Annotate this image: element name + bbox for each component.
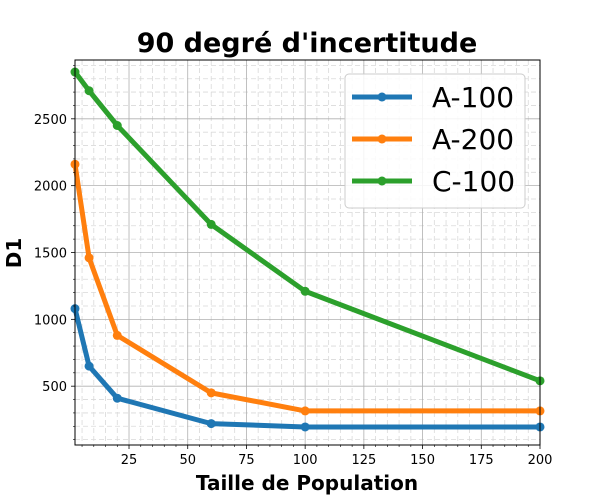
x-tick-label: 200	[528, 453, 553, 468]
y-tick-label: 1000	[34, 313, 67, 328]
x-tick-label: 25	[121, 453, 138, 468]
data-point-A-100	[206, 419, 216, 429]
y-tick-label: 500	[42, 380, 67, 395]
series-line-A-200	[72, 163, 540, 414]
data-point-A-200	[112, 330, 122, 340]
y-tick-label: 2500	[34, 113, 67, 128]
x-tick-label: 150	[410, 453, 435, 468]
y-tick-label: 2000	[34, 180, 67, 195]
series-layer	[70, 67, 545, 432]
data-point-A-100	[84, 361, 94, 371]
data-point-C-100	[300, 286, 310, 296]
data-point-A-100	[112, 393, 122, 403]
legend-marker-A-200	[377, 134, 387, 144]
data-point-A-100	[300, 422, 310, 432]
x-axis-label: Taille de Population	[196, 471, 418, 495]
legend-label-A-200: A-200	[432, 123, 514, 156]
legend-marker-C-100	[377, 176, 387, 186]
x-tick-label: 75	[238, 453, 255, 468]
data-point-C-100	[206, 219, 216, 229]
x-tick-label: 175	[469, 453, 494, 468]
legend-label-C-100: C-100	[432, 165, 515, 198]
legend: A-100 A-200 C-100	[344, 73, 526, 209]
data-point-A-200	[300, 406, 310, 416]
legend-label-A-100: A-100	[432, 81, 514, 114]
x-tick-label: 125	[351, 453, 376, 468]
legend-box	[344, 73, 526, 209]
y-axis-label: D1	[2, 238, 26, 269]
ticks-layer: 25 50 75 100 125 150 175 200 500 1000 1500 2000 2500	[34, 65, 553, 468]
series-line-A-100	[72, 308, 540, 430]
data-point-C-100	[84, 86, 94, 96]
y-tick-label: 1500	[34, 247, 67, 262]
x-tick-label: 50	[179, 453, 196, 468]
data-point-A-200	[206, 388, 216, 398]
x-tick-label: 100	[293, 453, 318, 468]
data-point-A-200	[84, 253, 94, 263]
legend-marker-A-100	[377, 92, 387, 102]
data-point-C-100	[112, 121, 122, 131]
chart-title: 90 degré d'incertitude	[137, 28, 478, 59]
